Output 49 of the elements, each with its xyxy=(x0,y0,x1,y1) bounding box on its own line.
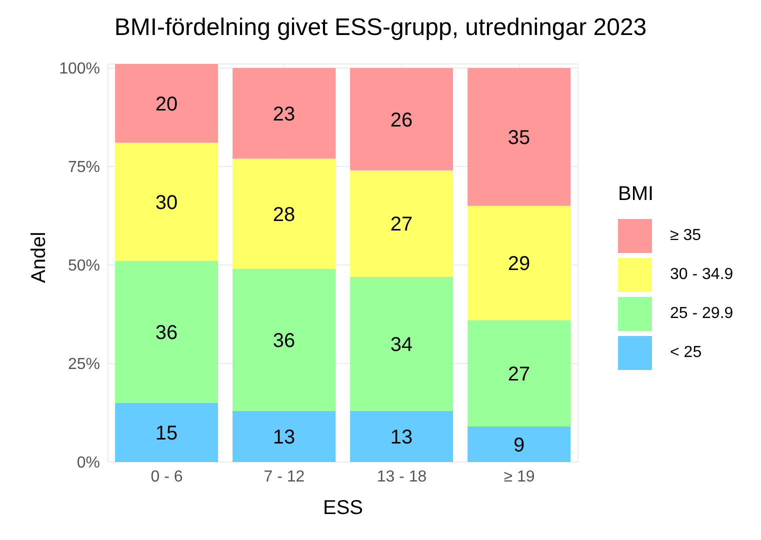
bar xyxy=(350,276,454,411)
legend-label: ≥ 35 xyxy=(670,226,702,244)
bar xyxy=(468,206,571,320)
data-label: 36 xyxy=(155,322,178,344)
y-axis-title: Andel xyxy=(28,232,50,283)
bar xyxy=(232,410,336,462)
bar xyxy=(115,402,218,462)
bar xyxy=(232,68,336,159)
y-tick-label: 50% xyxy=(68,258,100,275)
data-label: 35 xyxy=(508,127,530,149)
data-label: 26 xyxy=(390,109,413,132)
bar xyxy=(468,426,571,462)
x-axis-title: ESS xyxy=(322,497,364,519)
data-label: 15 xyxy=(155,422,178,445)
bar xyxy=(350,170,454,277)
bar xyxy=(468,320,571,427)
legend-label: 25 - 29.9 xyxy=(670,304,734,322)
x-tick-label: 13 - 18 xyxy=(376,468,427,486)
data-label: 13 xyxy=(390,426,413,448)
bar xyxy=(115,261,218,403)
bar xyxy=(115,64,218,143)
y-tick-label: 100% xyxy=(59,60,100,78)
bar xyxy=(468,68,571,206)
data-label: 13 xyxy=(272,426,296,448)
data-label: 23 xyxy=(272,103,296,126)
bar xyxy=(350,410,454,462)
bar xyxy=(115,142,218,262)
data-label: 30 xyxy=(155,192,178,214)
data-label: 29 xyxy=(508,253,530,276)
legend-title: BMI xyxy=(618,183,655,206)
data-label: 20 xyxy=(155,94,178,116)
x-tick-label: ≥ 19 xyxy=(504,468,535,486)
bar xyxy=(232,268,336,411)
legend-label: 30 - 34.9 xyxy=(670,266,734,284)
y-tick-label: 25% xyxy=(68,356,100,374)
bar xyxy=(350,68,454,170)
data-label: 28 xyxy=(272,204,296,226)
y-tick-label: 0% xyxy=(76,454,100,472)
x-tick-label: 7 - 12 xyxy=(264,468,305,486)
data-label: 27 xyxy=(508,363,530,386)
data-label: 34 xyxy=(390,334,413,356)
chart-title: BMI-fördelning givet ESS-grupp, utredningar 2023 xyxy=(113,14,648,42)
bar xyxy=(232,158,336,269)
y-tick-label: 75% xyxy=(68,159,100,176)
x-tick-label: 0 - 6 xyxy=(150,468,183,486)
data-label: 27 xyxy=(390,214,413,236)
data-label: 9 xyxy=(513,434,525,456)
data-label: 36 xyxy=(272,330,296,352)
legend-label: < 25 xyxy=(670,344,702,362)
